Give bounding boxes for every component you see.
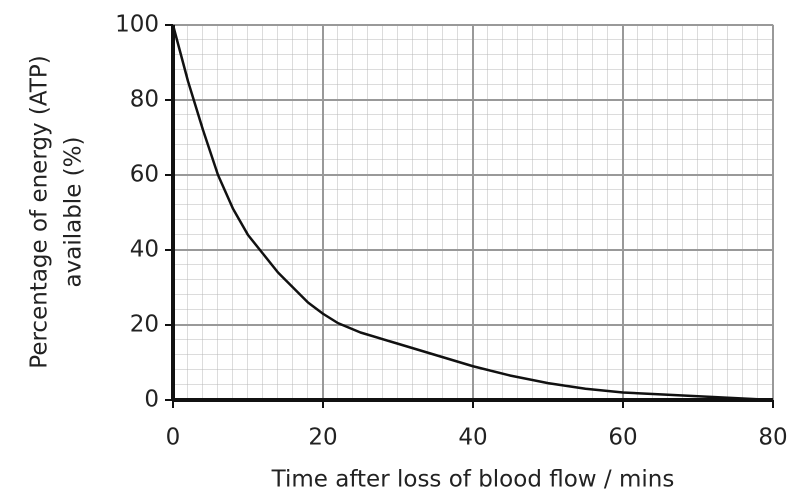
- y-tick-label: 40: [130, 237, 159, 263]
- y-axis-label: Percentage of energy (ATP) available (%): [27, 55, 87, 368]
- x-tick-label: 0: [166, 425, 181, 451]
- y-axis-label-line: Percentage of energy (ATP): [27, 55, 53, 368]
- x-tick-label: 80: [758, 425, 787, 451]
- x-tick-label: 40: [458, 425, 487, 451]
- data-line: [171, 24, 774, 402]
- y-tick-label: 0: [144, 387, 159, 413]
- y-axis-label-line: available (%): [61, 137, 87, 288]
- x-tick-label: 60: [608, 425, 637, 451]
- y-tick-label: 60: [130, 162, 159, 188]
- x-axis-label: Time after loss of blood flow / mins: [271, 467, 675, 493]
- y-tick-label: 100: [115, 12, 159, 38]
- y-tick-label: 80: [130, 87, 159, 113]
- x-tick-label: 20: [308, 425, 337, 451]
- y-tick-label: 20: [130, 312, 159, 338]
